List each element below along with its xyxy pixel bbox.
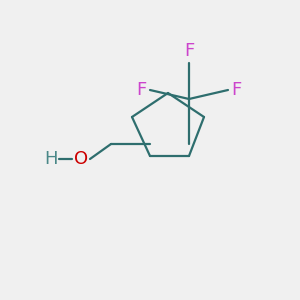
Text: O: O — [74, 150, 88, 168]
Text: H: H — [44, 150, 58, 168]
Text: F: F — [137, 81, 147, 99]
Text: F: F — [184, 42, 194, 60]
Text: F: F — [231, 81, 241, 99]
